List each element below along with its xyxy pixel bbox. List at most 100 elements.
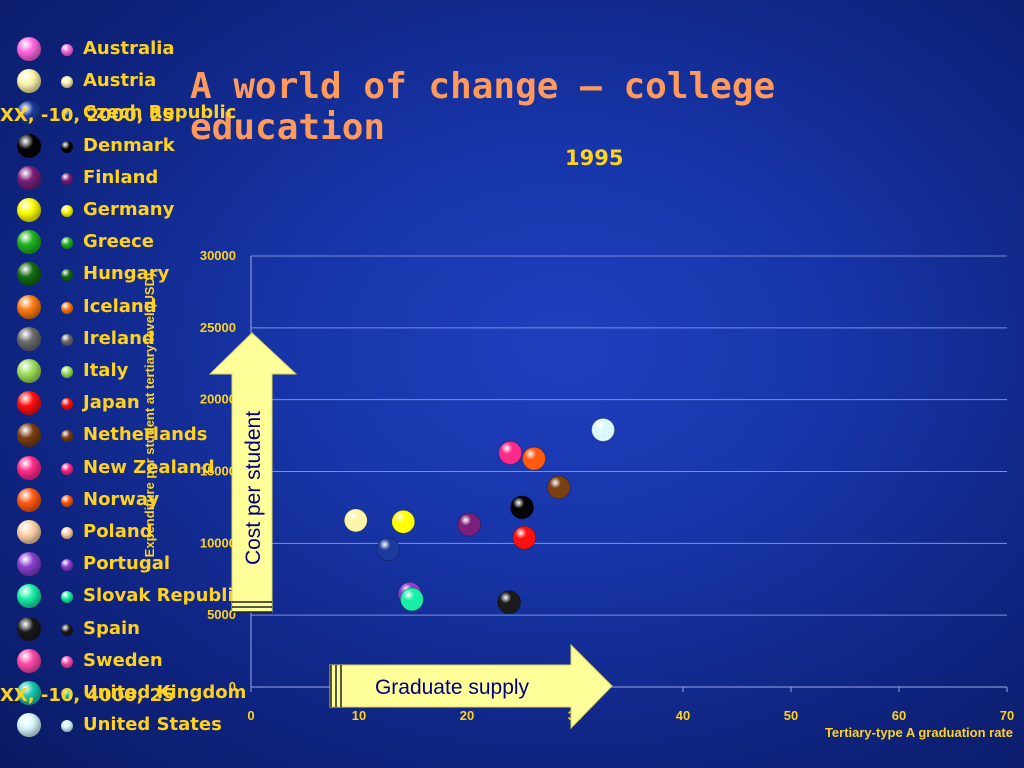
legend-item: Greece — [0, 227, 240, 259]
legend-label: Austria — [83, 70, 157, 92]
legend-item: Hungary — [0, 259, 240, 291]
legend-swatch-small — [61, 623, 73, 636]
legend: Australia Austria Czech Republic Denmark Fin… — [0, 34, 246, 754]
legend-item: United Kingdom — [0, 678, 246, 710]
legend-label: Portugal — [83, 553, 171, 575]
supply-arrow-label: Graduate supply — [375, 676, 530, 699]
legend-swatch-large — [17, 294, 41, 319]
legend-label: Finland — [83, 166, 159, 188]
data-point — [591, 417, 616, 442]
legend-item: New Zealand — [0, 453, 240, 485]
legend-label: Germany — [83, 199, 175, 220]
data-point — [521, 446, 546, 471]
data-point — [457, 512, 482, 537]
legend-swatch-small — [61, 140, 73, 153]
legend-swatch-large — [17, 552, 41, 577]
legend-item: Czech Republic — [0, 98, 240, 130]
legend-swatch-small — [61, 44, 73, 56]
legend-item: Sweden — [0, 646, 240, 678]
legend-swatch-large — [17, 230, 41, 255]
legend-swatch-small — [61, 301, 73, 314]
legend-label: Italy — [83, 360, 129, 381]
legend-swatch-small — [61, 462, 73, 475]
legend-item: Poland — [0, 517, 240, 549]
data-point — [497, 590, 522, 615]
legend-item: Italy — [0, 356, 240, 388]
legend-swatch-small — [61, 269, 73, 282]
legend-label: Spain — [83, 617, 140, 639]
y-tick-label: 30000 — [200, 248, 236, 263]
legend-swatch-large — [17, 713, 41, 738]
legend-item: Austria — [0, 66, 240, 98]
cost-arrow-label: Cost per student — [242, 411, 265, 565]
supply-arrow — [329, 643, 613, 730]
legend-swatch-large — [17, 359, 41, 383]
legend-item: Slovak Republic — [0, 581, 244, 613]
legend-swatch-large — [17, 455, 41, 480]
legend-label: New Zealand — [83, 456, 215, 478]
data-point — [510, 495, 535, 520]
y-tick-label: 20000 — [200, 392, 236, 407]
x-tick-label: 50 — [784, 708, 798, 723]
legend-label: Slovak Republic — [83, 585, 245, 607]
legend-label: United States — [83, 714, 222, 736]
legend-item: Netherlands — [0, 420, 240, 452]
data-point — [399, 587, 424, 612]
x-tick-label: 0 — [247, 708, 254, 723]
legend-swatch-small — [61, 430, 73, 443]
legend-swatch-small — [61, 366, 73, 378]
legend-item: Finland — [0, 163, 240, 195]
y-tick-label: 15000 — [200, 464, 236, 479]
data-point — [512, 525, 537, 550]
legend-swatch-small — [61, 720, 73, 733]
y-axis-label: Expenditure per student at tertiary leve… — [142, 273, 157, 558]
legend-swatch-large — [17, 648, 41, 673]
legend-item: United States — [0, 710, 240, 742]
legend-item: Denmark — [0, 131, 240, 163]
legend-swatch-large — [17, 165, 41, 190]
legend-swatch-small — [61, 398, 73, 411]
legend-label: Netherlands — [83, 424, 208, 446]
legend-swatch-small — [61, 655, 73, 668]
stray-label: XX, -10, 4000, 25 — [0, 685, 175, 706]
legend-label: Poland — [83, 521, 153, 542]
legend-swatch-small — [61, 559, 73, 572]
legend-swatch-large — [17, 681, 41, 705]
legend-item: Norway — [0, 485, 240, 517]
legend-swatch-large — [17, 616, 41, 641]
legend-swatch-small — [61, 172, 73, 185]
legend-swatch-large — [17, 326, 41, 351]
legend-label: Norway — [83, 488, 160, 510]
y-tick-label: 10000 — [200, 535, 236, 550]
legend-swatch-small — [61, 76, 73, 89]
legend-swatch-small — [61, 494, 73, 507]
legend-label: Sweden — [83, 649, 163, 671]
y-tick-label: 0 — [229, 679, 236, 694]
legend-swatch-large — [17, 198, 41, 222]
data-point — [498, 440, 523, 465]
legend-item: Spain — [0, 614, 240, 646]
data-point — [343, 508, 368, 533]
x-tick-label: 40 — [676, 708, 690, 723]
legend-swatch-small — [61, 591, 73, 604]
x-tick-label: 20 — [460, 708, 474, 723]
legend-swatch-large — [17, 584, 41, 609]
legend-item: Germany — [0, 195, 240, 227]
data-point — [391, 509, 416, 534]
x-tick-label: 70 — [1000, 708, 1014, 723]
legend-swatch-small — [61, 333, 73, 346]
legend-label: Denmark — [83, 134, 175, 156]
legend-label: Hungary — [83, 263, 170, 285]
legend-label: Ireland — [83, 327, 155, 349]
legend-swatch-small — [61, 527, 73, 539]
cost-arrow — [208, 332, 298, 613]
legend-swatch-large — [17, 391, 41, 416]
legend-label: Iceland — [83, 295, 157, 317]
legend-swatch-large — [17, 262, 41, 287]
legend-swatch-large — [17, 520, 41, 544]
legend-swatch-small — [61, 205, 73, 217]
legend-swatch-small — [61, 237, 73, 250]
legend-swatch-small — [61, 688, 73, 700]
legend-label: United Kingdom — [83, 682, 247, 703]
